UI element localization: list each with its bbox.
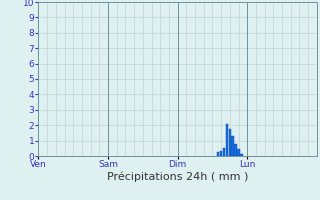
Bar xyxy=(231,136,234,156)
Bar xyxy=(228,129,231,156)
Bar xyxy=(240,154,243,156)
Bar xyxy=(237,149,240,156)
X-axis label: Précipitations 24h ( mm ): Précipitations 24h ( mm ) xyxy=(107,172,248,182)
Bar xyxy=(226,124,228,156)
Bar xyxy=(217,152,220,156)
Bar xyxy=(220,151,222,156)
Bar xyxy=(223,148,225,156)
Bar xyxy=(234,144,237,156)
